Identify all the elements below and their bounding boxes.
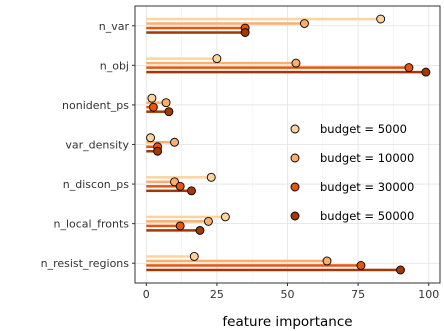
- bar: [146, 255, 195, 258]
- bar: [146, 66, 409, 69]
- legend-label: budget = 5000: [320, 122, 407, 136]
- data-point: [376, 14, 386, 24]
- y-tick-label: var_density: [65, 139, 129, 152]
- points-layer: [146, 14, 431, 275]
- y-tick-label: n_discon_ps: [63, 178, 129, 191]
- data-point: [195, 225, 205, 235]
- bar: [146, 264, 361, 267]
- data-point: [170, 137, 179, 147]
- y-tick-label: n_obj: [100, 59, 129, 72]
- x-axis: 0 25 50 75 100: [143, 283, 439, 301]
- y-tick-label: nonident_ps: [62, 99, 129, 112]
- legend-label: budget = 10000: [320, 151, 414, 165]
- x-axis-title: feature importance: [222, 314, 352, 330]
- data-point: [161, 98, 171, 108]
- bar: [146, 70, 426, 74]
- legend-key: [290, 124, 300, 134]
- bar: [146, 57, 217, 60]
- y-tick-label: n_resist_regions: [41, 257, 130, 270]
- bar: [146, 185, 181, 188]
- bar: [146, 110, 169, 113]
- bar: [146, 22, 305, 25]
- bars-layer: [146, 17, 426, 272]
- data-point: [148, 102, 158, 112]
- y-axis: n_var n_obj nonident_ps var_density n_discon…: [41, 20, 135, 270]
- y-tick-label: n_local_fronts: [53, 218, 129, 231]
- bar: [146, 26, 246, 30]
- bar: [146, 224, 181, 228]
- y-tick-label: n_var: [99, 20, 130, 33]
- bar: [146, 180, 175, 184]
- data-point: [206, 172, 216, 182]
- data-point: [220, 212, 230, 222]
- legend-key: [290, 211, 300, 221]
- bar: [146, 17, 381, 21]
- legend: budget = 5000 budget = 10000 budget = 3000…: [290, 122, 414, 223]
- data-point: [175, 221, 185, 231]
- data-point: [396, 265, 405, 275]
- bar: [146, 215, 226, 219]
- bar: [146, 268, 401, 272]
- bar: [146, 141, 175, 144]
- bar: [146, 176, 212, 179]
- data-point: [153, 146, 163, 156]
- data-point: [421, 67, 431, 77]
- data-point: [189, 252, 199, 261]
- x-tick-label: 0: [143, 288, 150, 301]
- data-point: [356, 261, 366, 270]
- data-point: [203, 216, 213, 226]
- data-point: [212, 54, 222, 64]
- legend-key: [290, 182, 300, 192]
- bar: [146, 189, 192, 193]
- data-point: [299, 19, 309, 28]
- bar: [146, 229, 200, 232]
- bar: [146, 220, 209, 223]
- bar: [146, 150, 158, 153]
- bar: [146, 101, 167, 104]
- data-point: [147, 93, 157, 103]
- bar: [146, 61, 296, 65]
- data-point: [187, 186, 196, 196]
- data-point: [175, 181, 185, 191]
- data-point: [146, 133, 155, 143]
- bar: [146, 31, 246, 34]
- legend-label: budget = 50000: [320, 209, 414, 223]
- legend-key: [290, 153, 300, 163]
- data-point: [322, 256, 332, 266]
- x-tick-label: 50: [281, 288, 295, 301]
- grid-layer: [135, 6, 440, 283]
- x-tick-label: 75: [351, 288, 365, 301]
- bar: [146, 259, 328, 263]
- x-tick-label: 25: [210, 288, 224, 301]
- data-point: [164, 107, 174, 117]
- bar: [146, 145, 158, 148]
- legend-label: budget = 30000: [320, 180, 414, 194]
- x-tick-label: 100: [418, 288, 439, 301]
- data-point: [291, 58, 301, 68]
- data-point: [240, 28, 250, 37]
- data-point: [404, 63, 414, 73]
